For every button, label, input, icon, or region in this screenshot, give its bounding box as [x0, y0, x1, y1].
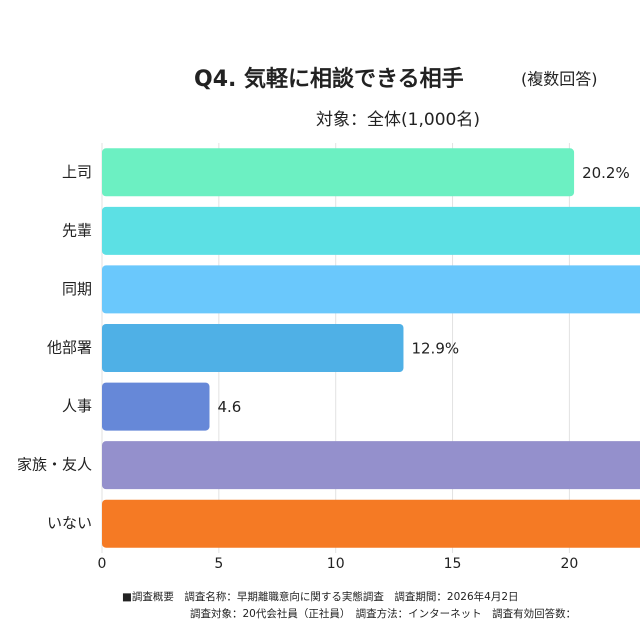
note: 調査対象：20代会社員（正社員） 調査方法：インターネット 調査有効回答数：	[190, 607, 576, 620]
x-tick-label: 5	[214, 556, 223, 572]
bar	[102, 148, 575, 197]
chart-subtitle: 対象：全体(1,000名)	[316, 110, 480, 130]
y-tick-label: 先輩	[62, 221, 92, 239]
value-label: 20.2%	[582, 164, 630, 182]
y-tick-label: いない	[47, 514, 92, 532]
bar	[102, 499, 640, 548]
y-tick-label: 他部署	[47, 339, 92, 357]
y-tick-label: 人事	[62, 397, 92, 415]
value-label: 12.9%	[411, 340, 459, 358]
note: ■調査概要 調査名称：早期離職意向に関する実態調査 調査期間：2026年4月2日	[122, 590, 519, 603]
y-tick-label: 同期	[62, 280, 92, 298]
y-tick-label: 家族・友人	[17, 456, 92, 474]
x-tick-label: 10	[327, 556, 345, 572]
value-label: 4.6	[218, 398, 242, 416]
chart-title-note: (複数回答)	[521, 70, 598, 89]
x-tick-label: 15	[444, 556, 462, 572]
chart-title: Q4. 気軽に相談できる相手	[194, 66, 464, 92]
bar	[102, 441, 640, 490]
bar	[102, 206, 640, 255]
y-tick-label: 上司	[62, 163, 92, 181]
bar	[102, 382, 210, 431]
bar	[102, 324, 404, 372]
x-tick-label: 0	[98, 556, 107, 572]
x-tick-label: 20	[560, 556, 578, 572]
bar	[102, 265, 640, 314]
